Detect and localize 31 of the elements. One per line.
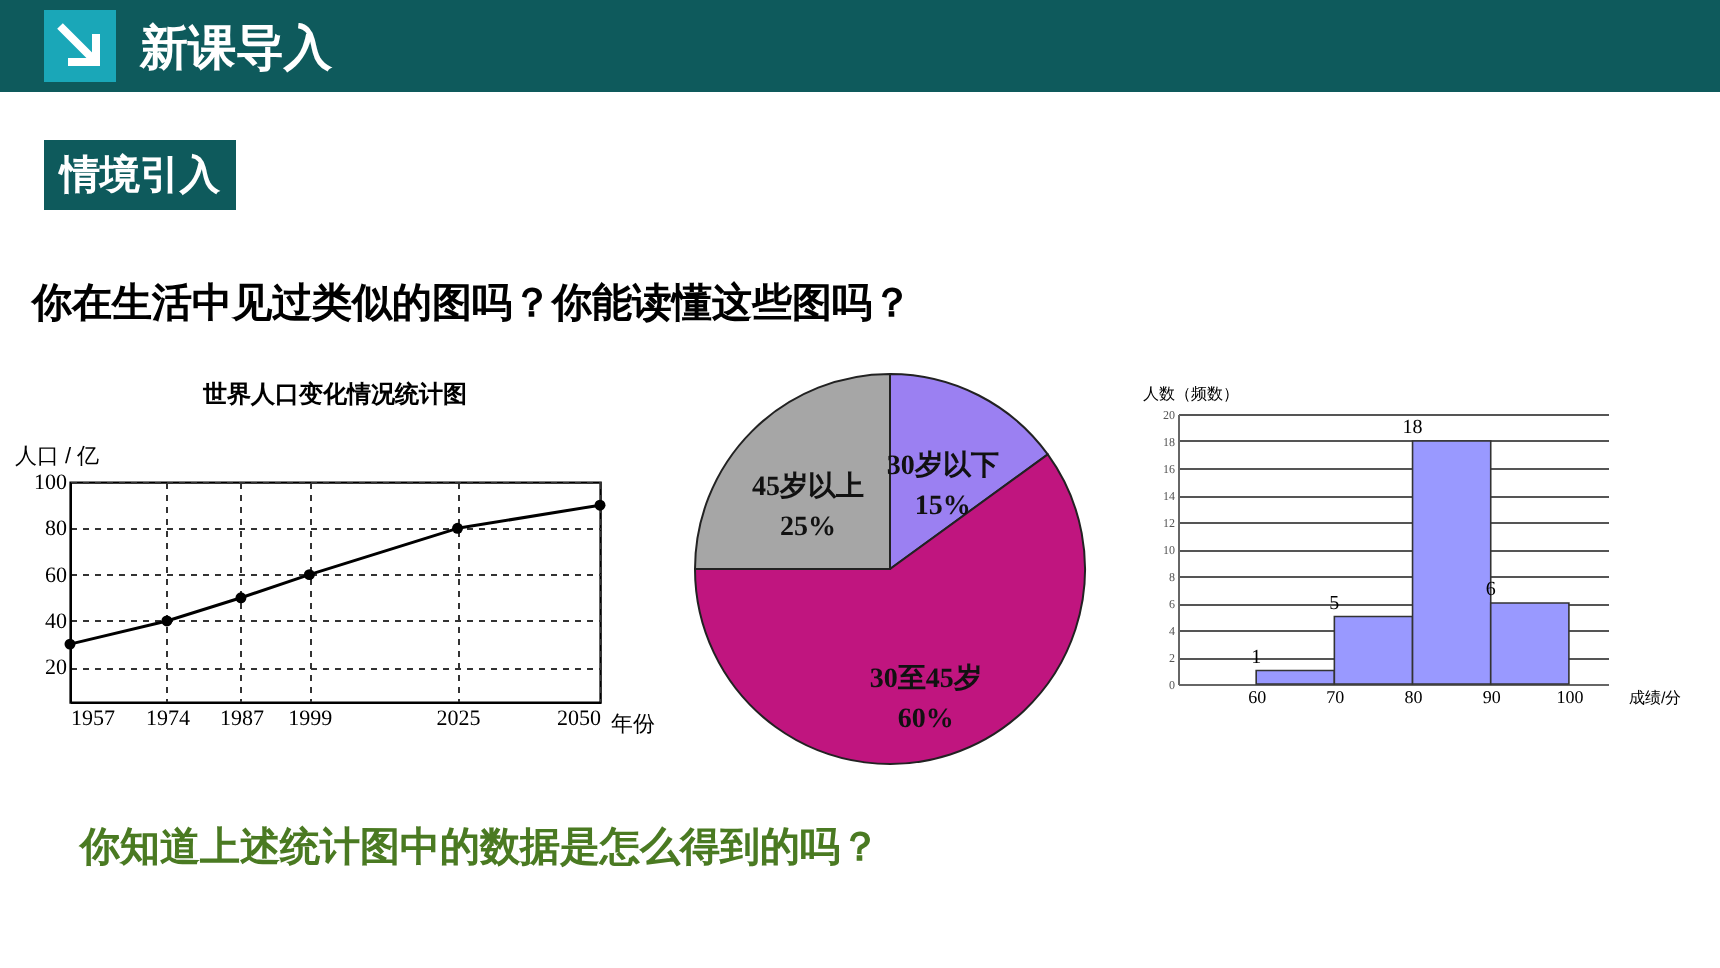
chart-title: 世界人口变化情况统计图 [201, 380, 467, 408]
y-tick-label: 100 [34, 471, 68, 495]
data-label: 25% [779, 512, 836, 543]
y-axis-title: 人数（频数） [1143, 385, 1239, 403]
x-tick-label: 60 [1248, 687, 1268, 707]
text: 新课导入 [140, 18, 332, 80]
data-label: 60% [897, 705, 954, 736]
x-tick-label: 2025 [436, 707, 482, 731]
text: 你在生活中见过类似的图吗？你能读懂这些图吗？ [32, 276, 912, 330]
text: 情境引入 [44, 140, 236, 210]
x-tick-label: 70 [1326, 687, 1346, 707]
x-tick-label: 1987 [219, 707, 265, 731]
x-tick-label: 80 [1404, 687, 1424, 707]
y-axis-title: 人口 / 亿 [15, 445, 100, 469]
x-tick-label: 1957 [71, 707, 116, 731]
y-tick-label: 80 [45, 517, 68, 542]
slice-label: 45岁以上 [751, 470, 864, 503]
text: 你知道上述统计图中的数据是怎么得到的吗？ [80, 820, 880, 874]
x-tick-label: 1974 [145, 707, 191, 731]
y-tick-label: 60 [45, 563, 68, 588]
x-tick-label: 100 [1556, 687, 1585, 707]
x-tick-label: 2050 [557, 707, 602, 731]
slice-label: 30至45岁 [869, 663, 982, 696]
data-label: 18 [1402, 417, 1423, 439]
y-tick-label: 20 [45, 656, 68, 681]
x-axis-title: 年份 [611, 713, 655, 737]
x-axis-title: 成绩/分 [1629, 689, 1682, 707]
x-tick-label: 90 [1482, 687, 1502, 707]
data-label: 15% [914, 491, 971, 522]
x-tick-label: 1999 [288, 707, 334, 731]
y-tick-label: 40 [45, 609, 68, 634]
